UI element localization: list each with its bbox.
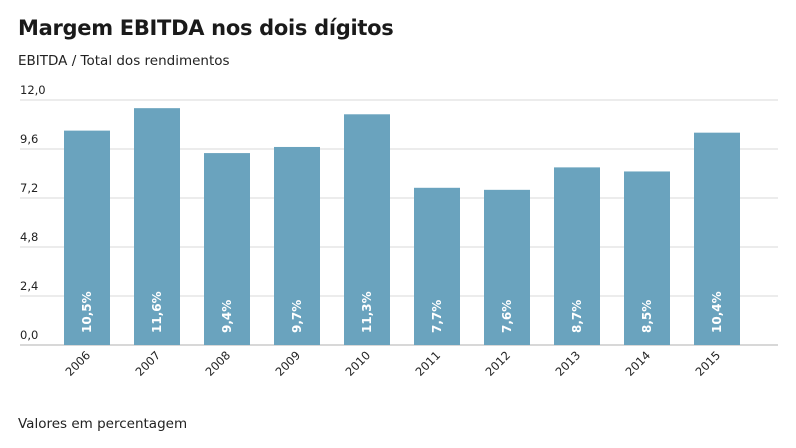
bar-2013 [554, 167, 600, 345]
bar-data-label: 7,7% [430, 300, 444, 333]
y-tick-label: 12,0 [20, 83, 46, 97]
bars [64, 108, 740, 346]
bar-data-labels: 10,5% 11,6% 9,4% 9,7% 11,3% 7,7% 7,6% 8,7% 8,5% 1… [80, 291, 724, 333]
x-tick-label: 2010 [343, 348, 374, 379]
bar-2011 [414, 187, 460, 345]
bar-data-label: 10,5% [80, 291, 94, 333]
bar-data-label: 9,7% [290, 300, 304, 333]
y-tick-label: 7,2 [20, 181, 38, 195]
bar-data-label: 10,4% [710, 291, 724, 333]
bar-data-label: 8,7% [570, 300, 584, 333]
bar-2014 [624, 171, 670, 345]
y-tick-label: 0,0 [20, 328, 38, 342]
bar-data-label: 11,3% [360, 291, 374, 333]
chart-title: Margem EBITDA nos dois dígitos [18, 16, 394, 40]
bar-data-label: 11,6% [150, 291, 164, 333]
bar-2015 [694, 132, 740, 345]
y-axis-tick-labels: 0,0 2,4 4,8 7,2 9,6 12,0 [20, 83, 46, 342]
bar-2012 [484, 189, 530, 345]
x-tick-label: 2009 [273, 348, 304, 379]
footnote: Valores em percentagem [18, 416, 188, 432]
x-tick-label: 2011 [413, 348, 444, 379]
x-tick-label: 2015 [693, 348, 724, 379]
x-axis-tick-labels: 2006 2007 2008 2009 2010 2011 2012 2013 2014 2015 [63, 348, 724, 379]
x-tick-label: 2013 [553, 348, 584, 379]
y-tick-label: 9,6 [20, 132, 38, 146]
x-tick-label: 2012 [483, 348, 514, 379]
x-tick-label: 2006 [63, 348, 94, 379]
bar-data-label: 7,6% [500, 300, 514, 333]
bar-2007 [134, 108, 180, 346]
bar-2010 [344, 114, 390, 346]
x-tick-label: 2007 [133, 348, 164, 379]
x-tick-label: 2008 [203, 348, 234, 379]
bar-2008 [204, 153, 250, 345]
y-tick-label: 4,8 [20, 230, 38, 244]
y-tick-label: 2,4 [20, 279, 38, 293]
chart-subtitle: EBITDA / Total dos rendimentos [18, 53, 230, 69]
bar-data-label: 9,4% [220, 300, 234, 333]
x-tick-label: 2014 [623, 348, 654, 379]
bar-2006 [64, 130, 110, 345]
bar-data-label: 8,5% [640, 300, 654, 333]
bar-2009 [274, 146, 320, 345]
